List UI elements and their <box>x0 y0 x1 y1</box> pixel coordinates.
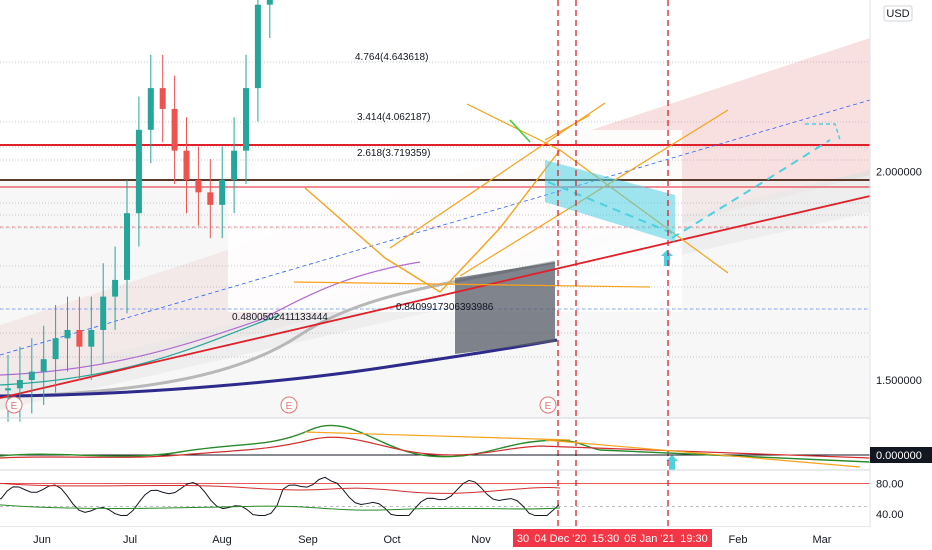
y-tick-label: 1.500000 <box>876 375 922 387</box>
overlay-drawings <box>293 0 841 527</box>
moving-average-grey <box>0 260 556 399</box>
zigzag-pattern <box>304 149 561 293</box>
horizontal-support <box>293 281 651 288</box>
candle-body <box>52 338 59 360</box>
candle-body <box>64 329 71 339</box>
time-tag <box>588 529 623 547</box>
rsi-line <box>0 476 560 517</box>
main-trendline <box>0 195 871 399</box>
x-tick-label: Nov <box>471 534 491 546</box>
annotation-value-1: 0.4800502411133444 <box>232 312 328 323</box>
currency-label: USD <box>886 8 909 20</box>
price-tags: 3.8329483.5188223.4988613.4861643.415000… <box>870 447 932 463</box>
time-tag-label: 15:30 <box>592 533 620 545</box>
candle-body <box>171 108 178 151</box>
green-marker <box>509 119 531 143</box>
up-arrow-icon <box>666 455 678 470</box>
x-tick-label: Mar <box>813 534 832 546</box>
price-axis[interactable] <box>870 0 932 527</box>
time-tag-label: 30 <box>517 533 529 545</box>
candle-body <box>207 192 214 205</box>
y-tick-label: 2.000000 <box>876 167 922 179</box>
time-axis[interactable] <box>0 527 932 550</box>
fib-label-3414: 3.414(4.062187) <box>357 112 430 123</box>
x-tick-label: Oct <box>383 534 400 546</box>
macd-divergence <box>304 431 571 441</box>
candle-body <box>124 213 130 280</box>
time-tag-label: 04 Dec '20 <box>534 533 586 545</box>
rsi-ma-lower <box>0 504 561 511</box>
svg-text:E: E <box>11 401 18 412</box>
svg-text:E: E <box>286 401 293 412</box>
time-tag <box>513 529 533 547</box>
annotation-value-2: 0.8409917306393986 <box>396 302 494 313</box>
indicator-tag <box>870 447 932 463</box>
fib-label-4764: 4.764(4.643618) <box>355 52 428 63</box>
candle-body <box>135 129 142 214</box>
rsi-tick-label: 80.00 <box>876 478 904 490</box>
time-tag-label: 19:30 <box>680 533 708 545</box>
fan-line <box>466 103 561 151</box>
candle-body <box>254 4 261 89</box>
candle-body <box>183 150 190 180</box>
x-tick-label: Aug <box>212 534 232 546</box>
projected-target <box>805 123 841 141</box>
moving-average-teal <box>0 314 281 386</box>
candle-body <box>40 359 47 372</box>
x-tick-label: Jun <box>33 534 51 546</box>
candle-body <box>88 329 95 347</box>
candle-body <box>28 371 35 380</box>
candle-body <box>76 329 83 347</box>
indicator-tag-label: 0.000000 <box>876 450 922 462</box>
earnings-marker[interactable]: E <box>5 396 23 414</box>
earnings-marker[interactable]: E <box>280 396 298 414</box>
moving-average-navy <box>0 338 558 398</box>
candle-body <box>159 88 166 109</box>
time-tag <box>533 529 588 547</box>
time-tag <box>676 529 712 547</box>
candle-body <box>16 380 23 389</box>
macd-signal <box>0 436 871 459</box>
candle-body <box>100 296 107 330</box>
x-axis-labels: Jun Jul Aug Sep Oct Nov Feb Mar 30 04 Dec '20 15:3… <box>33 529 832 547</box>
candle-body <box>195 179 202 193</box>
candle-body <box>231 150 238 180</box>
moving-average-purple <box>0 261 421 376</box>
time-tag-label: 06 Jan '21 <box>624 533 674 545</box>
rsi-tick-label: 40.00 <box>876 509 904 521</box>
y-axis-labels: 5.0000004.5000004.0000002.5000002.000000… <box>876 167 922 522</box>
macd-divergence <box>544 439 861 468</box>
candle-body <box>112 279 119 297</box>
currency-button[interactable] <box>883 5 913 22</box>
svg-text:E: E <box>545 401 552 412</box>
up-arrow-icon <box>661 250 673 266</box>
macd-line <box>0 424 871 463</box>
candle-body <box>147 88 154 130</box>
earnings-marker[interactable]: E <box>539 396 557 414</box>
projected-path <box>671 139 831 239</box>
x-tick-label: Sep <box>298 534 318 546</box>
fan-line <box>544 114 591 141</box>
candle-body <box>243 88 249 151</box>
candle-body <box>266 0 273 5</box>
price-series <box>5 0 273 422</box>
time-tag <box>623 529 676 547</box>
candle-body <box>219 179 226 205</box>
fib-label-2618: 2.618(3.719359) <box>357 148 430 159</box>
candle-body <box>5 388 11 391</box>
rsi-pane[interactable] <box>0 476 870 517</box>
rsi-ma-upper <box>0 482 561 494</box>
x-tick-label: Feb <box>729 534 748 546</box>
macd-pane[interactable] <box>0 424 871 468</box>
x-tick-label: Jul <box>123 534 137 546</box>
